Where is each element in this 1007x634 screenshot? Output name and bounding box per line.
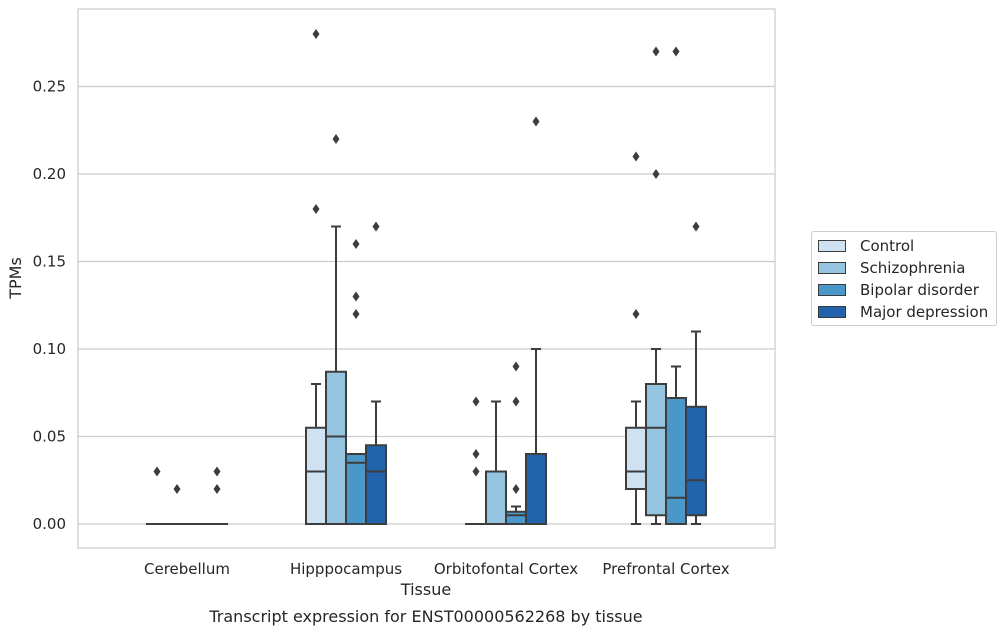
box (685, 405, 707, 517)
y-tick-label: 0.10 (33, 340, 66, 358)
outlier-point (652, 169, 660, 179)
legend-swatch-bipolar (818, 284, 846, 296)
box (505, 510, 527, 525)
legend-label-schizophrenia: Schizophrenia (860, 259, 966, 277)
legend-label-bipolar: Bipolar disorder (860, 281, 979, 299)
legend-item-control: Control (818, 236, 914, 256)
mark-layer (146, 29, 707, 526)
outlier-point (692, 221, 700, 232)
tick-layer: 0.00 0.05 0.10 0.15 0.20 0.25 Cerebellum Hipppo… (33, 78, 730, 579)
outlier-point (512, 361, 520, 372)
y-tick-label: 0.20 (33, 165, 66, 183)
y-axis-label: TPMs (6, 257, 25, 300)
outlier-point (352, 309, 360, 319)
legend-item-major-depression: Major depression (818, 302, 988, 322)
outlier-point (472, 396, 480, 407)
legend-label-major-depression: Major depression (860, 303, 989, 321)
outlier-point (352, 291, 360, 302)
outlier-point (512, 484, 520, 494)
legend-label-control: Control (860, 237, 915, 255)
outlier-point (632, 309, 640, 319)
box (305, 426, 327, 525)
y-tick-label: 0.00 (33, 515, 66, 533)
box (345, 453, 367, 525)
legend-swatch-major-depression (818, 306, 846, 318)
x-tick-label: Orbitofontal Cortex (434, 560, 578, 578)
outlier-point (352, 239, 360, 249)
outlier-point (632, 151, 640, 162)
chart-title: Transcript expression for ENST0000056226… (208, 607, 642, 626)
y-tick-label: 0.25 (33, 78, 66, 96)
outlier-point (332, 134, 340, 144)
legend-item-schizophrenia: Schizophrenia (818, 258, 965, 278)
x-tick-label: Hipppocampus (290, 560, 402, 578)
box (485, 470, 507, 525)
plot-frame (77, 8, 776, 549)
legend-item-bipolar: Bipolar disorder (818, 280, 979, 300)
box (625, 426, 647, 490)
box (645, 383, 667, 517)
outlier-point (312, 204, 320, 214)
outlier-point (512, 396, 520, 407)
outlier-point (372, 221, 380, 232)
outlier-point (213, 484, 221, 494)
box (665, 397, 687, 525)
y-tick-label: 0.15 (33, 253, 66, 271)
x-axis-label: Tissue (400, 580, 451, 599)
x-tick-label: Cerebellum (144, 560, 230, 578)
box (365, 444, 387, 525)
outlier-point (213, 466, 221, 477)
outlier-point (153, 466, 161, 477)
x-tick-label: Prefrontal Cortex (602, 560, 729, 578)
legend-swatch-control (818, 240, 846, 252)
legend-swatch-schizophrenia (818, 262, 846, 274)
outlier-point (472, 449, 480, 459)
outlier-point (173, 484, 181, 494)
legend: Control Schizophrenia Bipolar disorder M… (811, 231, 997, 326)
y-tick-label: 0.05 (33, 428, 66, 446)
outlier-point (312, 29, 320, 39)
box (325, 370, 347, 525)
outlier-point (472, 466, 480, 477)
outlier-point (652, 46, 660, 57)
outlier-point (672, 46, 680, 57)
box (525, 453, 547, 525)
outlier-point (532, 116, 540, 127)
